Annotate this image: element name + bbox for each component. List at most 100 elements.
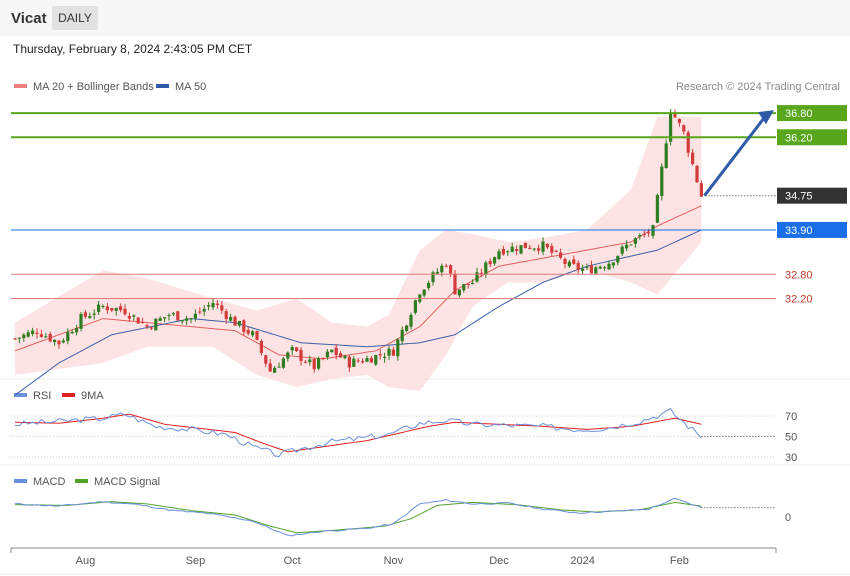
candle-body — [545, 243, 549, 248]
candle-body — [563, 258, 567, 264]
candle-body — [229, 316, 233, 321]
candle — [576, 260, 580, 274]
x-tick-label: Sep — [186, 555, 206, 567]
candle-body — [149, 327, 153, 329]
candle-body — [603, 267, 607, 269]
candle — [427, 280, 431, 291]
candle — [475, 267, 479, 283]
candle-body — [453, 273, 457, 295]
macd-line — [14, 497, 702, 537]
candle-body — [660, 166, 664, 196]
candle-body — [31, 330, 35, 334]
candle-body — [44, 336, 48, 338]
candle — [581, 264, 585, 275]
candle — [88, 312, 92, 319]
candle-body — [471, 283, 475, 285]
candle-body — [550, 246, 554, 253]
candle-body — [625, 244, 629, 249]
candle-body — [114, 308, 118, 311]
candle — [541, 237, 545, 255]
candle — [176, 310, 180, 321]
candle-body — [233, 316, 237, 326]
candle-body — [682, 125, 686, 132]
candle-body — [61, 340, 65, 343]
rsi-tick-label: 50 — [785, 432, 797, 444]
candle — [66, 328, 70, 345]
timeframe-button[interactable]: DAILY — [52, 6, 98, 30]
candle-body — [136, 317, 140, 324]
candle — [660, 163, 664, 201]
candle-body — [154, 318, 158, 331]
candle — [185, 315, 189, 326]
candle — [171, 311, 175, 317]
candle — [264, 354, 268, 368]
candle — [308, 355, 312, 366]
candle-body — [576, 262, 580, 270]
candle — [391, 346, 395, 356]
candle — [462, 283, 466, 293]
candle-body — [17, 337, 21, 339]
candle — [35, 328, 39, 339]
macd-legend: MACD MACD Signal — [14, 476, 160, 488]
candle-body — [594, 267, 598, 274]
candle-body — [374, 354, 378, 365]
candle — [101, 304, 105, 309]
candle — [255, 330, 259, 341]
candle — [317, 356, 321, 371]
candle — [141, 317, 145, 324]
candle-body — [387, 348, 391, 356]
candle-body — [347, 356, 351, 368]
candle — [585, 263, 589, 271]
candle — [572, 255, 576, 265]
candle-body — [26, 332, 30, 337]
candle-body — [431, 272, 435, 283]
candle — [312, 358, 316, 373]
candle-body — [581, 268, 585, 271]
macd-tick-label: 0 — [785, 512, 791, 524]
candle-body — [273, 367, 277, 373]
candle — [611, 262, 615, 269]
candle-body — [277, 366, 281, 368]
candle-body — [484, 262, 488, 274]
legend-swatch-ma20 — [14, 84, 27, 88]
candle — [220, 300, 224, 314]
candle-body — [572, 259, 576, 264]
candle-body — [466, 283, 470, 285]
x-tick-label: Dec — [489, 555, 509, 567]
candle-body — [303, 361, 307, 363]
candle — [589, 260, 593, 274]
candle-body — [158, 318, 162, 321]
legend-label-ma20: MA 20 + Bollinger Bands — [33, 81, 154, 93]
candle-body — [677, 119, 681, 123]
credit-text: Research © 2024 Trading Central — [676, 81, 840, 93]
candle-body — [356, 360, 360, 362]
candle — [523, 242, 527, 249]
candle — [493, 256, 497, 266]
candle-body — [295, 347, 299, 351]
candle — [295, 346, 299, 353]
x-tick-label: Aug — [76, 555, 96, 567]
candle — [334, 344, 338, 360]
candle — [400, 326, 404, 345]
x-tick-label: Oct — [284, 555, 301, 567]
candle-body — [35, 332, 39, 334]
candle-body — [127, 315, 131, 319]
candle-body — [268, 363, 272, 372]
candle-body — [655, 194, 659, 223]
candle — [409, 312, 413, 330]
level-label: 33.90 — [785, 225, 813, 237]
candle-body — [607, 263, 611, 270]
legend-label-rsi-ma: 9MA — [81, 390, 104, 402]
candle-body — [695, 165, 699, 183]
candle — [528, 244, 532, 250]
candle — [435, 268, 439, 275]
candle-body — [105, 306, 109, 311]
candle-body — [686, 132, 690, 153]
candle — [154, 318, 158, 331]
bollinger-band — [15, 117, 702, 392]
candle — [224, 308, 228, 324]
candle — [233, 315, 237, 326]
bollinger-band-area — [15, 117, 702, 392]
candle — [97, 301, 101, 316]
instrument-title: Vicat — [11, 10, 47, 27]
